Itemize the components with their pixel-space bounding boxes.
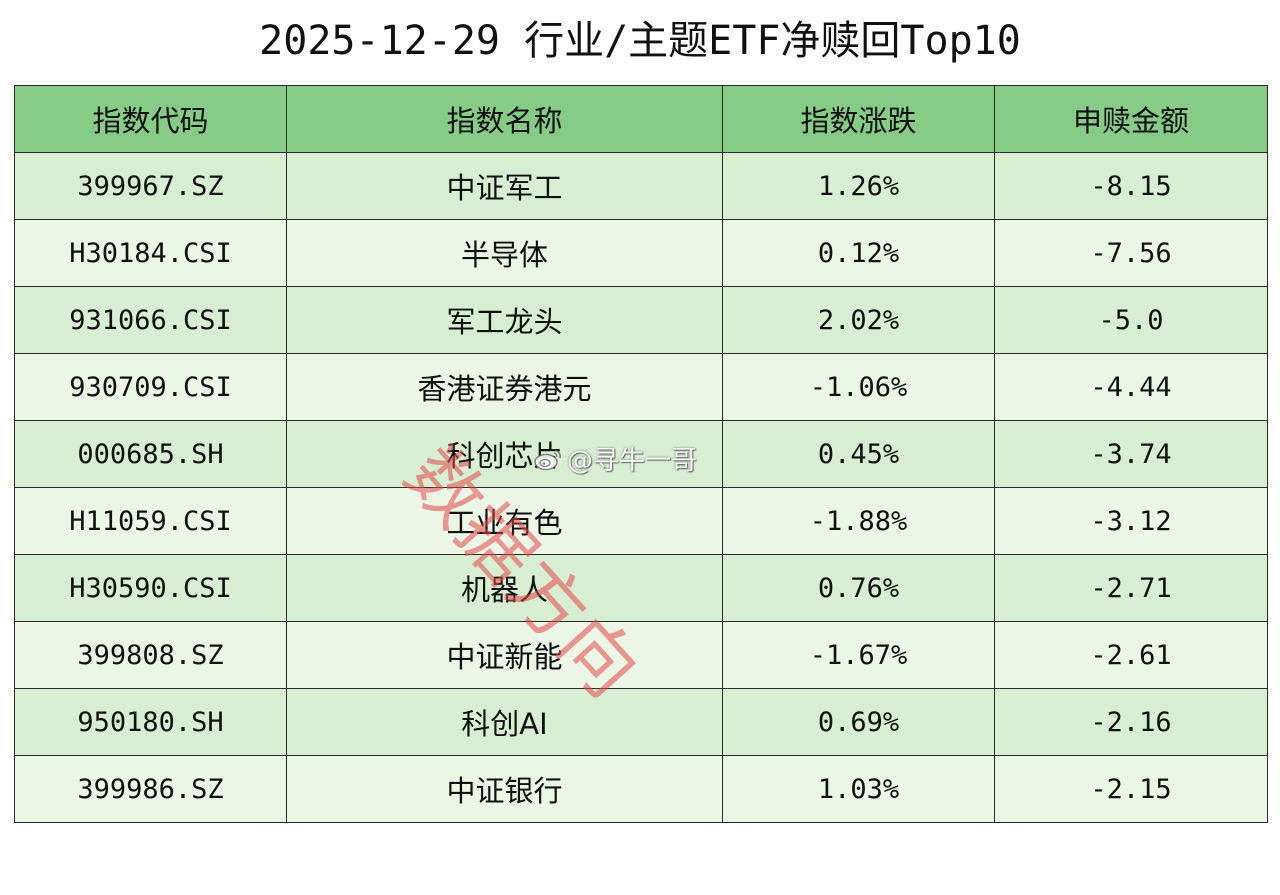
cell-redemption-amount: -3.12 [994, 487, 1268, 555]
cell-index-code: H11059.CSI [14, 487, 287, 555]
cell-index-name: 中证新能 [286, 621, 723, 689]
table-row: 931066.CSI 军工龙头 2.02% -5.0 [14, 286, 1268, 354]
cell-index-code: H30184.CSI [14, 219, 287, 287]
cell-index-change: -1.06% [722, 353, 995, 421]
cell-index-name: 香港证券港元 [286, 353, 723, 421]
cell-index-change: 0.76% [722, 554, 995, 622]
cell-index-name: 科创AI [286, 688, 723, 756]
header-index-code: 指数代码 [14, 85, 287, 153]
header-redemption-amount: 申赎金额 [994, 85, 1268, 153]
table-row: 399967.SZ 中证军工 1.26% -8.15 [14, 152, 1268, 220]
table-row: 950180.SH 科创AI 0.69% -2.16 [14, 688, 1268, 756]
cell-index-change: 0.12% [722, 219, 995, 287]
table-row: 000685.SH 科创芯片 0.45% -3.74 [14, 420, 1268, 488]
header-index-name: 指数名称 [286, 85, 723, 153]
table-row: 399808.SZ 中证新能 -1.67% -2.61 [14, 621, 1268, 689]
table-row: H11059.CSI 工业有色 -1.88% -3.12 [14, 487, 1268, 555]
cell-redemption-amount: -2.15 [994, 755, 1268, 823]
cell-index-name: 工业有色 [286, 487, 723, 555]
cell-index-name: 中证军工 [286, 152, 723, 220]
cell-redemption-amount: -8.15 [994, 152, 1268, 220]
etf-redemption-table-container: 指数代码 指数名称 指数涨跌 申赎金额 399967.SZ 中证军工 1.26%… [14, 85, 1268, 823]
cell-index-name: 军工龙头 [286, 286, 723, 354]
cell-index-change: -1.88% [722, 487, 995, 555]
cell-index-name: 科创芯片 [286, 420, 723, 488]
cell-redemption-amount: -2.71 [994, 554, 1268, 622]
cell-index-change: 2.02% [722, 286, 995, 354]
cell-index-change: 1.26% [722, 152, 995, 220]
cell-redemption-amount: -5.0 [994, 286, 1268, 354]
cell-index-change: 0.45% [722, 420, 995, 488]
cell-index-code: H30590.CSI [14, 554, 287, 622]
cell-redemption-amount: -7.56 [994, 219, 1268, 287]
cell-index-code: 000685.SH [14, 420, 287, 488]
table-header-row: 指数代码 指数名称 指数涨跌 申赎金额 [14, 85, 1268, 153]
cell-index-change: 1.03% [722, 755, 995, 823]
cell-index-name: 中证银行 [286, 755, 723, 823]
table-row: 930709.CSI 香港证券港元 -1.06% -4.44 [14, 353, 1268, 421]
cell-index-code: 399808.SZ [14, 621, 287, 689]
cell-index-change: -1.67% [722, 621, 995, 689]
cell-index-code: 950180.SH [14, 688, 287, 756]
cell-redemption-amount: -3.74 [994, 420, 1268, 488]
header-index-change: 指数涨跌 [722, 85, 995, 153]
table-row: H30590.CSI 机器人 0.76% -2.71 [14, 554, 1268, 622]
cell-index-code: 930709.CSI [14, 353, 287, 421]
cell-index-code: 399986.SZ [14, 755, 287, 823]
cell-index-code: 399967.SZ [14, 152, 287, 220]
cell-index-name: 半导体 [286, 219, 723, 287]
table-row: 399986.SZ 中证银行 1.03% -2.15 [14, 755, 1268, 823]
cell-index-code: 931066.CSI [14, 286, 287, 354]
cell-index-name: 机器人 [286, 554, 723, 622]
table-row: H30184.CSI 半导体 0.12% -7.56 [14, 219, 1268, 287]
cell-redemption-amount: -4.44 [994, 353, 1268, 421]
cell-redemption-amount: -2.61 [994, 621, 1268, 689]
cell-redemption-amount: -2.16 [994, 688, 1268, 756]
etf-redemption-table: 指数代码 指数名称 指数涨跌 申赎金额 399967.SZ 中证军工 1.26%… [14, 85, 1268, 823]
page-title: 2025-12-29 行业/主题ETF净赎回Top10 [259, 18, 1021, 64]
cell-index-change: 0.69% [722, 688, 995, 756]
